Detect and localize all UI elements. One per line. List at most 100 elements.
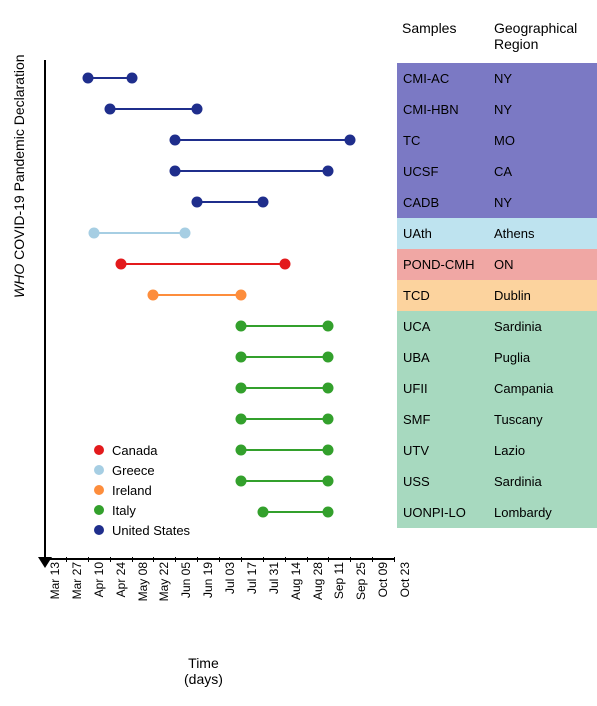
timeline-row: [44, 94, 394, 125]
legend-dot-icon: [94, 445, 104, 455]
legend-item: Canada: [94, 440, 190, 460]
x-tick-label: Jul 31: [267, 562, 281, 594]
sample-label: UBA: [397, 350, 492, 365]
legend-dot-icon: [94, 485, 104, 495]
legend-dot-icon: [94, 525, 104, 535]
end-marker: [323, 352, 334, 363]
start-marker: [235, 476, 246, 487]
y-label-italic: WHO: [11, 260, 27, 298]
timeline-row: [44, 342, 394, 373]
row-label-box: UFIICampania: [397, 373, 597, 404]
start-marker: [104, 104, 115, 115]
x-tick-mark: [307, 557, 308, 562]
start-marker: [115, 259, 126, 270]
x-tick-mark: [88, 557, 89, 562]
end-marker: [345, 135, 356, 146]
legend-label: United States: [112, 523, 190, 538]
timeline-row: [44, 156, 394, 187]
x-tick-label: Aug 14: [289, 562, 303, 600]
start-marker: [148, 290, 159, 301]
row-label-box: TCDDublin: [397, 280, 597, 311]
row-label-box: UCSFCA: [397, 156, 597, 187]
start-marker: [257, 507, 268, 518]
x-tick-mark: [175, 557, 176, 562]
timeline-line: [241, 449, 329, 451]
region-label: Athens: [492, 226, 534, 241]
end-marker: [192, 104, 203, 115]
region-label: Sardinia: [492, 474, 542, 489]
x-tick-mark: [110, 557, 111, 562]
legend-item: Ireland: [94, 480, 190, 500]
start-marker: [235, 321, 246, 332]
x-tick-mark: [153, 557, 154, 562]
header-region: GeographicalRegion: [494, 20, 594, 52]
sample-label: UCSF: [397, 164, 492, 179]
end-marker: [323, 321, 334, 332]
sample-label: TCD: [397, 288, 492, 303]
row-label-box: UCASardinia: [397, 311, 597, 342]
sample-label: UCA: [397, 319, 492, 334]
x-tick-mark: [350, 557, 351, 562]
legend-item: Italy: [94, 500, 190, 520]
sample-label: UFII: [397, 381, 492, 396]
region-label: Campania: [492, 381, 553, 396]
timeline-line: [175, 170, 328, 172]
end-marker: [323, 166, 334, 177]
y-axis-label: WHO COVID-19 Pandemic Declaration: [11, 54, 27, 298]
end-marker: [257, 197, 268, 208]
row-label-box: CMI-HBNNY: [397, 94, 597, 125]
sample-label: CADB: [397, 195, 492, 210]
legend: CanadaGreece Ireland Italy United States: [94, 440, 190, 540]
timeline-row: [44, 63, 394, 94]
timeline-row: [44, 404, 394, 435]
start-marker: [170, 166, 181, 177]
start-marker: [235, 352, 246, 363]
sample-label: CMI-AC: [397, 71, 492, 86]
x-tick-label: Jun 05: [179, 562, 193, 598]
x-tick-mark: [44, 557, 45, 562]
x-tick-mark: [132, 557, 133, 562]
start-marker: [235, 383, 246, 394]
timeline-line: [121, 263, 285, 265]
x-tick-label: Mar 27: [70, 562, 84, 599]
timeline-line: [241, 356, 329, 358]
region-label: NY: [492, 195, 512, 210]
timeline-line: [263, 511, 329, 513]
legend-label: Ireland: [112, 483, 152, 498]
x-tick-label: Apr 10: [92, 562, 106, 597]
timeline-line: [175, 139, 350, 141]
region-label: Puglia: [492, 350, 530, 365]
timeline-row: [44, 125, 394, 156]
region-label: CA: [492, 164, 512, 179]
legend-dot-icon: [94, 505, 104, 515]
end-marker: [179, 228, 190, 239]
timeline-line: [153, 294, 241, 296]
end-marker: [323, 445, 334, 456]
legend-label: Italy: [112, 503, 136, 518]
timeline-line: [88, 77, 132, 79]
timeline-line: [241, 387, 329, 389]
x-tick-label: May 22: [157, 562, 171, 601]
x-tick-label: Oct 23: [398, 562, 412, 597]
sample-label: SMF: [397, 412, 492, 427]
timeline-chart: WHO COVID-19 Pandemic Declaration Sample…: [24, 10, 584, 690]
x-tick-label: Aug 28: [311, 562, 325, 600]
region-label: NY: [492, 102, 512, 117]
x-tick-mark: [241, 557, 242, 562]
sample-label: POND-CMH: [397, 257, 492, 272]
legend-item: Greece: [94, 460, 190, 480]
region-label: Tuscany: [492, 412, 543, 427]
x-tick-label: Oct 09: [376, 562, 390, 597]
x-tick-mark: [219, 557, 220, 562]
region-label: NY: [492, 71, 512, 86]
sample-label: UAth: [397, 226, 492, 241]
row-label-box: TCMO: [397, 125, 597, 156]
row-label-box: POND-CMHON: [397, 249, 597, 280]
sample-label: CMI-HBN: [397, 102, 492, 117]
header-samples: Samples: [402, 20, 456, 36]
x-tick-label: Jul 17: [245, 562, 259, 594]
start-marker: [235, 414, 246, 425]
x-tick-mark: [372, 557, 373, 562]
region-label: Lombardy: [492, 505, 552, 520]
start-marker: [235, 445, 246, 456]
